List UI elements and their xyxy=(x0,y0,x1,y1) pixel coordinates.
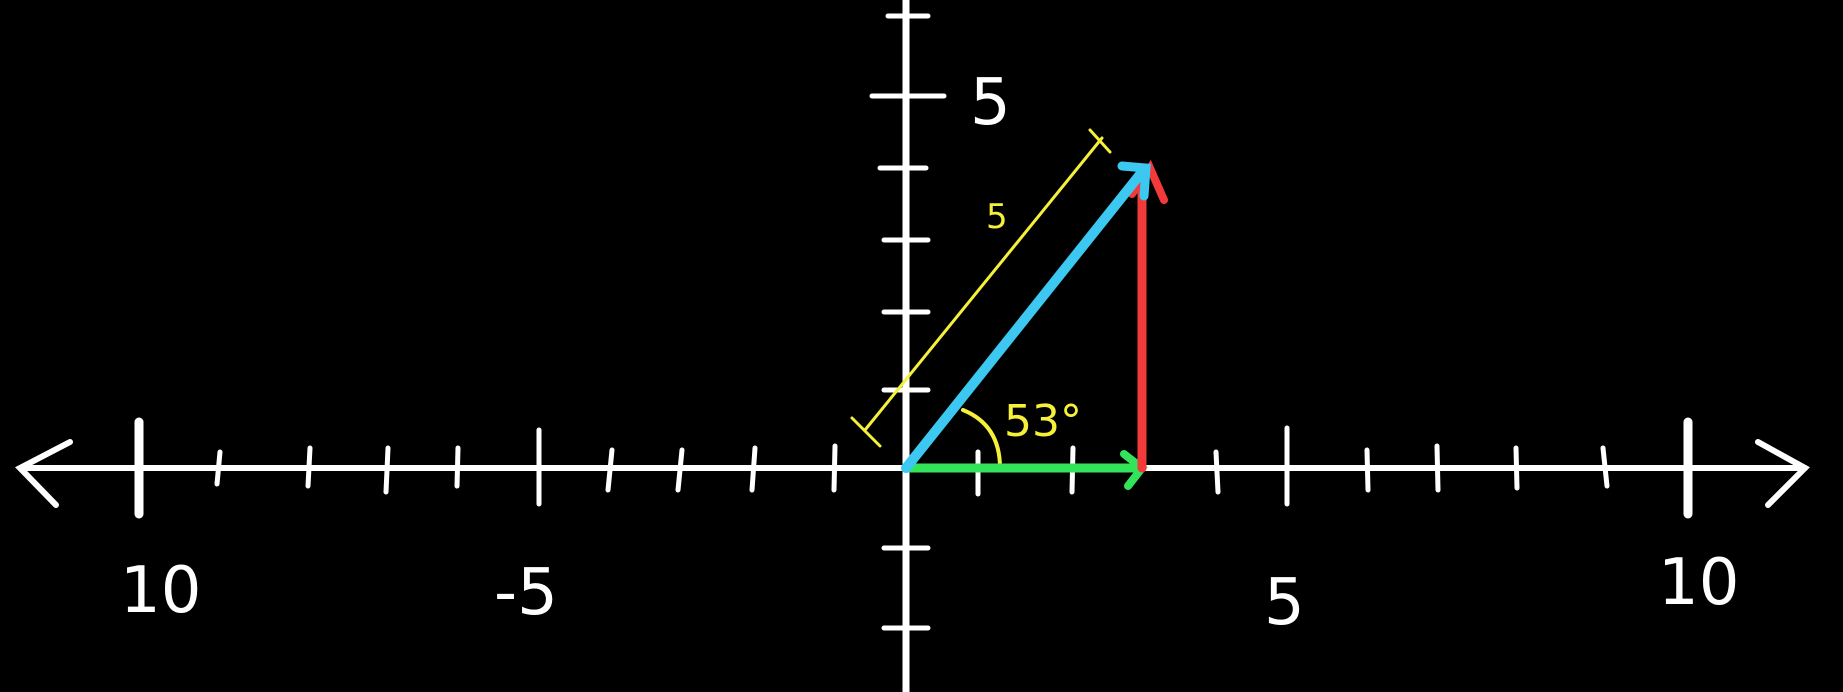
magnitude-bracket xyxy=(850,128,1112,448)
angle-label: 53° xyxy=(1004,396,1082,447)
x-tick xyxy=(749,445,758,493)
magnitude-bracket-end-high xyxy=(1088,128,1112,154)
x-tick xyxy=(383,445,391,495)
x-tick xyxy=(675,447,685,493)
x-label-pos10: 10 xyxy=(1658,546,1739,620)
resultant-arrowhead xyxy=(1117,161,1151,201)
x-component-vector xyxy=(901,450,1148,490)
y-label-pos5: 5 xyxy=(970,66,1011,140)
x-axis-right-arrowhead xyxy=(1755,439,1810,508)
magnitude-bracket-end-low xyxy=(850,416,882,448)
x-tick xyxy=(454,445,461,489)
x-tick xyxy=(1434,443,1441,493)
x-tick xyxy=(1513,445,1520,491)
x-tick xyxy=(1600,445,1610,489)
x-tick xyxy=(1213,449,1221,495)
x-axis xyxy=(15,439,1810,508)
resultant-vector xyxy=(901,161,1151,473)
angle-arc xyxy=(961,408,1002,470)
y-axis xyxy=(869,0,947,692)
x-axis-left-arrowhead xyxy=(15,439,73,508)
x-tick xyxy=(831,443,838,493)
x-label-pos5: 5 xyxy=(1264,566,1305,640)
x-tick xyxy=(605,447,615,493)
x-label-neg5: -5 xyxy=(494,556,558,630)
magnitude-label: 5 xyxy=(986,197,1008,237)
x-tick xyxy=(305,445,313,489)
x-tick xyxy=(1364,447,1371,493)
axis-number-labels: 10 -5 5 10 5 xyxy=(120,66,1739,640)
y-component-vector xyxy=(1128,159,1168,473)
x-label-neg10: 10 xyxy=(120,554,201,628)
resultant-shaft xyxy=(901,167,1147,473)
magnitude-bracket-line xyxy=(863,136,1104,432)
x-tick xyxy=(214,449,223,487)
